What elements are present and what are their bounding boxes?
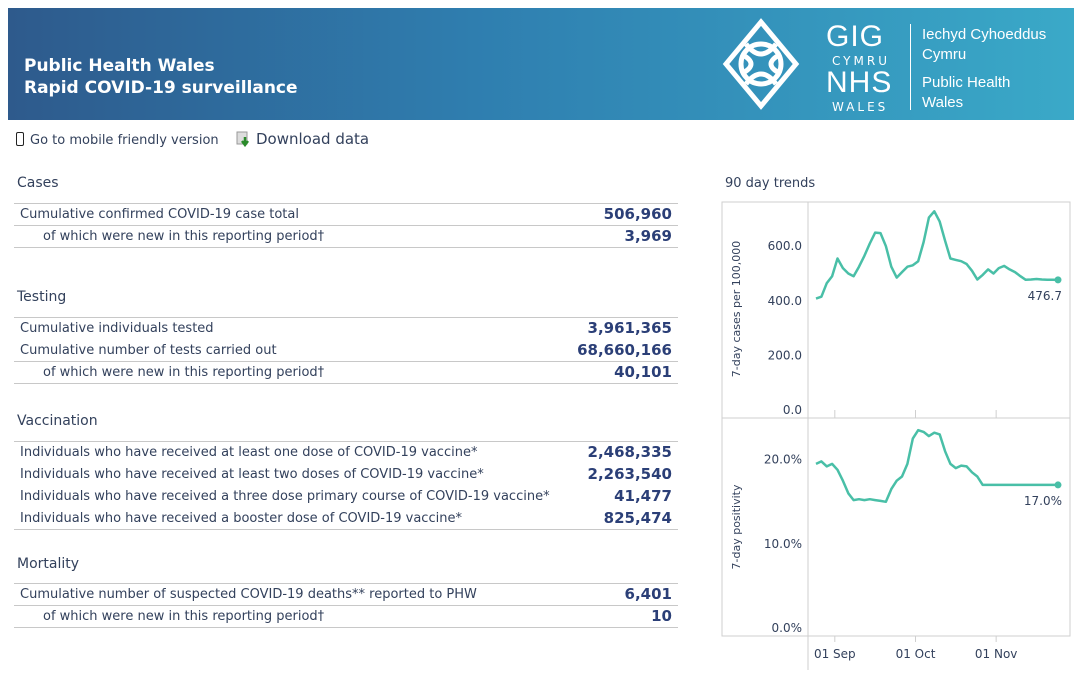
row-label: of which were new in this reporting peri… [43, 229, 325, 244]
divider [14, 441, 678, 442]
last-point [1054, 481, 1062, 489]
row-label: Individuals who have received a booster … [20, 511, 462, 526]
row-value: 10 [651, 607, 672, 625]
divider [14, 627, 678, 628]
table-row: of which were new in this reporting peri… [14, 606, 678, 628]
last-value-label: 476.7 [1028, 289, 1062, 303]
x-tick-label: 01 Oct [896, 647, 936, 661]
divider [14, 361, 678, 362]
divider [14, 383, 678, 384]
phone-icon [16, 132, 24, 146]
divider [14, 583, 678, 584]
table-row: Individuals who have received a three do… [14, 486, 678, 508]
row-value: 6,401 [624, 585, 672, 603]
charts-frame [721, 201, 1071, 637]
divider [14, 529, 678, 530]
logo-gig-text: GIG [826, 20, 885, 53]
row-label: Individuals who have received a three do… [20, 489, 550, 504]
y-axis-title: 7-day positivity [730, 484, 743, 569]
y-axis-title: 7-day cases per 100,000 [730, 241, 743, 377]
logo-divider [910, 24, 911, 110]
row-value: 3,961,365 [587, 319, 672, 337]
page-subtitle: Rapid COVID-19 surveillance [24, 78, 298, 98]
row-label: of which were new in this reporting peri… [43, 609, 325, 624]
org-name-welsh-2: Cymru [922, 46, 967, 63]
table-row: Individuals who have received at least o… [14, 442, 678, 464]
header-banner: Public Health Wales Rapid COVID-19 surve… [8, 8, 1074, 120]
divider [14, 203, 678, 204]
org-name-english-2: Wales [922, 94, 964, 111]
logo-nhs-text: NHS [826, 66, 893, 99]
table-row: of which were new in this reporting peri… [14, 362, 678, 384]
divider [14, 605, 678, 606]
series-line [815, 210, 1059, 300]
table-row: Cumulative number of suspected COVID-19 … [14, 584, 678, 606]
row-label: Individuals who have received at least o… [20, 445, 478, 460]
org-name-welsh-1: Iechyd Cyhoeddus [922, 26, 1047, 43]
y-tick-label: 400.0 [768, 294, 802, 308]
row-value: 506,960 [603, 205, 672, 223]
row-value: 2,468,335 [587, 443, 672, 461]
section-title-vaccination: Vaccination [17, 413, 98, 429]
table-row: Cumulative confirmed COVID-19 case total… [14, 204, 678, 226]
row-label: of which were new in this reporting peri… [43, 365, 325, 380]
section-title-cases: Cases [17, 175, 59, 191]
page-title: Public Health Wales [24, 56, 215, 76]
row-value: 2,263,540 [587, 465, 672, 483]
trend-charts: 0.0 200.0 400.0 600.0 7-day cases per 100,00… [721, 201, 1071, 670]
trends-title: 90 day trends [725, 176, 816, 191]
table-row: Individuals who have received at least t… [14, 464, 678, 486]
row-value: 825,474 [603, 509, 672, 527]
download-data-link[interactable]: Download data [236, 130, 369, 148]
divider [14, 225, 678, 226]
row-value: 40,101 [614, 363, 672, 381]
download-icon [236, 131, 249, 147]
mobile-version-label: Go to mobile friendly version [30, 133, 219, 148]
series-line [815, 428, 1058, 504]
row-label: Cumulative individuals tested [20, 321, 214, 336]
row-value: 68,660,166 [577, 341, 672, 359]
row-value: 41,477 [614, 487, 672, 505]
divider [14, 247, 678, 248]
row-label: Individuals who have received at least t… [20, 467, 484, 482]
table-row: of which were new in this reporting peri… [14, 226, 678, 248]
y-tick-label: 0.0 [783, 403, 802, 417]
download-data-label: Download data [256, 130, 370, 148]
org-name-english-1: Public Health [922, 74, 1011, 91]
table-row: Individuals who have received a booster … [14, 508, 678, 530]
x-tick-label: 01 Nov [975, 647, 1018, 661]
celtic-knot-logo-icon [722, 18, 800, 110]
divider [14, 317, 678, 318]
last-point [1054, 276, 1062, 284]
y-tick-label: 200.0 [768, 348, 802, 362]
y-tick-label: 10.0% [764, 537, 802, 551]
table-row: Cumulative number of tests carried out 6… [14, 340, 678, 362]
row-value: 3,969 [624, 227, 672, 245]
logo-cymru-text: CYMRU [832, 54, 890, 68]
y-tick-label: 20.0% [764, 453, 802, 467]
mobile-version-link[interactable]: Go to mobile friendly version [16, 132, 219, 148]
row-label: Cumulative number of tests carried out [20, 343, 277, 358]
last-value-label: 17.0% [1024, 494, 1062, 508]
x-tick-label: 01 Sep [814, 647, 856, 661]
row-label: Cumulative number of suspected COVID-19 … [20, 587, 477, 602]
section-title-mortality: Mortality [17, 556, 80, 572]
section-title-testing: Testing [17, 289, 67, 305]
logo-wales-text: WALES [832, 100, 889, 114]
row-label: Cumulative confirmed COVID-19 case total [20, 207, 299, 222]
y-tick-label: 0.0% [772, 621, 803, 635]
table-row: Cumulative individuals tested 3,961,365 [14, 318, 678, 340]
y-tick-label: 600.0 [768, 239, 802, 253]
